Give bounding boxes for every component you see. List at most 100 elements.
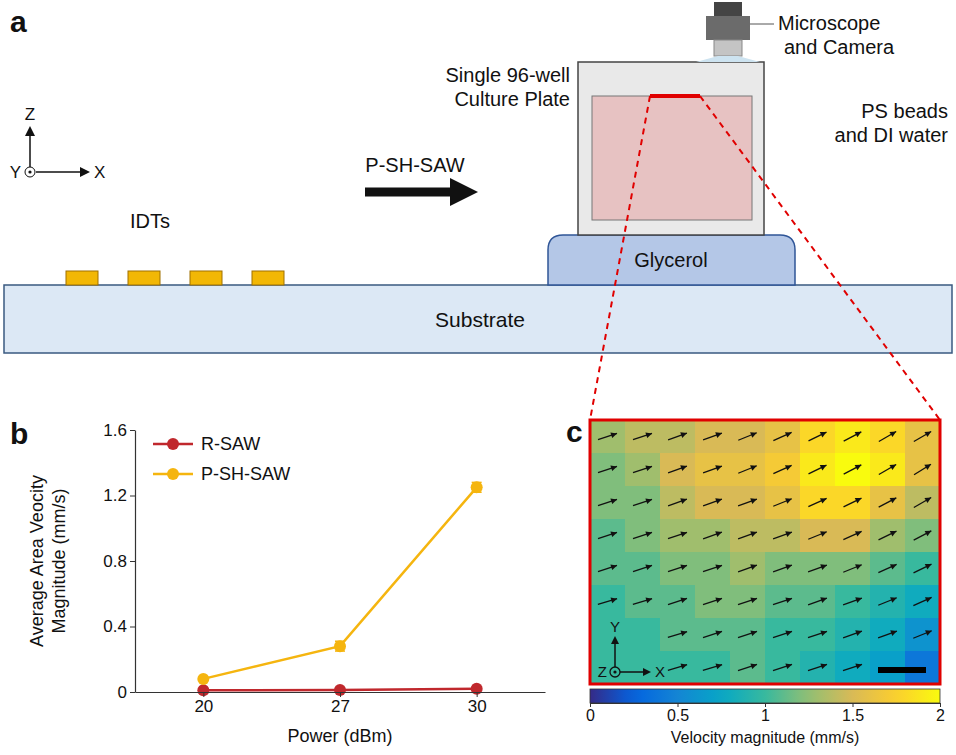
- velocity-arrow-head: [890, 564, 897, 569]
- velocity-arrow: [598, 498, 617, 505]
- velocity-arrow-shaft: [913, 597, 931, 605]
- velocity-arrow-head: [820, 531, 827, 537]
- velocity-arrow: [808, 663, 827, 670]
- heatmap-cell: [765, 486, 801, 520]
- velocity-arrow: [808, 564, 827, 572]
- velocity-arrow-head: [785, 597, 792, 603]
- velocity-arrow-head: [680, 597, 687, 603]
- velocity-arrow-shaft: [914, 498, 931, 508]
- heatmap-cell: [870, 519, 906, 553]
- heatmap-cell: [730, 420, 766, 454]
- tick: 0.5: [667, 703, 689, 724]
- velocity-arrow: [879, 498, 897, 507]
- velocity-arrow-head: [785, 498, 792, 504]
- velocity-arrow-head: [716, 664, 723, 670]
- data-point: [334, 640, 346, 652]
- velocity-arrow: [843, 630, 862, 638]
- velocity-arrow: [633, 598, 652, 605]
- tick-label: 1.2: [103, 486, 127, 505]
- velocity-arrow-shaft: [738, 499, 757, 506]
- velocity-arrow-shaft: [668, 466, 687, 473]
- velocity-arrow: [738, 630, 757, 637]
- heatmap-cell: [590, 651, 626, 684]
- velocity-arrow-head: [681, 631, 688, 637]
- tick: 1.2: [103, 486, 135, 505]
- heatmap-cell: [765, 651, 801, 684]
- velocity-arrow: [844, 465, 862, 474]
- velocity-arrow-head: [924, 464, 931, 470]
- velocity-arrow-head: [785, 465, 792, 470]
- velocity-arrow: [773, 432, 791, 440]
- velocity-arrow-shaft: [808, 598, 827, 605]
- velocity-arrow-shaft: [738, 631, 757, 637]
- velocity-arrow-head: [610, 432, 617, 438]
- series-line: [203, 487, 476, 679]
- heatmap-cell: [590, 519, 626, 553]
- axis-icon-y-dot: [28, 170, 31, 173]
- axis-icon-x: [620, 671, 645, 673]
- velocity-arrow: [773, 564, 792, 572]
- velocity-arrow-shaft: [844, 465, 862, 474]
- heatmap-cell: [835, 420, 871, 454]
- velocity-arrow: [738, 564, 757, 572]
- idt-electrode: [66, 271, 98, 285]
- x-axis-title: Power (dBm): [287, 726, 392, 746]
- idt-electrode: [128, 271, 160, 285]
- heatmap-cell: [835, 453, 871, 487]
- heatmap-cell: [730, 585, 766, 619]
- tick: 0: [586, 703, 595, 724]
- velocity-arrow: [878, 597, 897, 605]
- velocity-arrow-head: [715, 630, 722, 636]
- idt-electrode: [190, 271, 222, 285]
- heatmap-cell: [590, 552, 626, 586]
- velocity-arrow-shaft: [808, 565, 827, 572]
- heatmap-cell: [695, 453, 731, 487]
- velocity-arrow-shaft: [668, 565, 687, 571]
- velocity-arrow-shaft: [843, 598, 862, 605]
- velocity-arrow-shaft: [633, 499, 652, 505]
- microscope-label: and Camera: [784, 36, 895, 58]
- velocity-arrow-head: [785, 663, 792, 669]
- zoom-line: [700, 96, 940, 420]
- data-point: [197, 684, 209, 696]
- sample-label: and DI water: [835, 124, 949, 146]
- heatmap-cell: [660, 486, 696, 520]
- heatmap-cell: [625, 585, 661, 619]
- velocity-arrow-shaft: [668, 532, 687, 538]
- colorbar-axis: 00.511.52: [586, 703, 945, 724]
- tick: 1: [761, 703, 770, 724]
- velocity-arrow-head: [855, 531, 862, 536]
- legend: R-SAWP-SH-SAW: [153, 434, 290, 484]
- heatmap-cell: [905, 519, 940, 553]
- velocity-arrow: [633, 432, 652, 439]
- velocity-arrow-head: [715, 498, 722, 504]
- tick-mark: [130, 692, 135, 693]
- tick-label: 0.4: [103, 617, 127, 636]
- velocity-arrow: [808, 597, 827, 605]
- velocity-arrow-head: [855, 597, 862, 603]
- substrate: [4, 285, 952, 353]
- velocity-arrow-head: [680, 564, 687, 570]
- velocity-arrow-head: [610, 465, 617, 471]
- panel-label: a: [10, 5, 27, 38]
- legend-label: P-SH-SAW: [201, 464, 290, 484]
- velocity-arrow: [598, 465, 617, 472]
- velocity-arrow-shaft: [738, 598, 757, 604]
- velocity-arrow: [843, 564, 862, 572]
- velocity-arrow-shaft: [633, 532, 652, 538]
- tick: 20: [194, 692, 213, 716]
- tick-mark: [130, 627, 135, 628]
- velocity-arrow-head: [680, 531, 687, 537]
- camera-body: [706, 16, 750, 40]
- velocity-arrow-head: [925, 564, 932, 569]
- velocity-arrow-shaft: [843, 565, 862, 572]
- axis-icon-z: [610, 667, 620, 677]
- velocity-arrow-shaft: [843, 664, 862, 670]
- plate-label: Single 96-well: [445, 64, 570, 86]
- velocity-arrow-head: [750, 564, 757, 570]
- velocity-arrow: [773, 663, 792, 670]
- tick: 1.6: [103, 421, 135, 440]
- velocity-arrow-head: [680, 498, 687, 504]
- wave-arrow: [365, 188, 452, 197]
- velocity-arrow-head: [785, 564, 792, 570]
